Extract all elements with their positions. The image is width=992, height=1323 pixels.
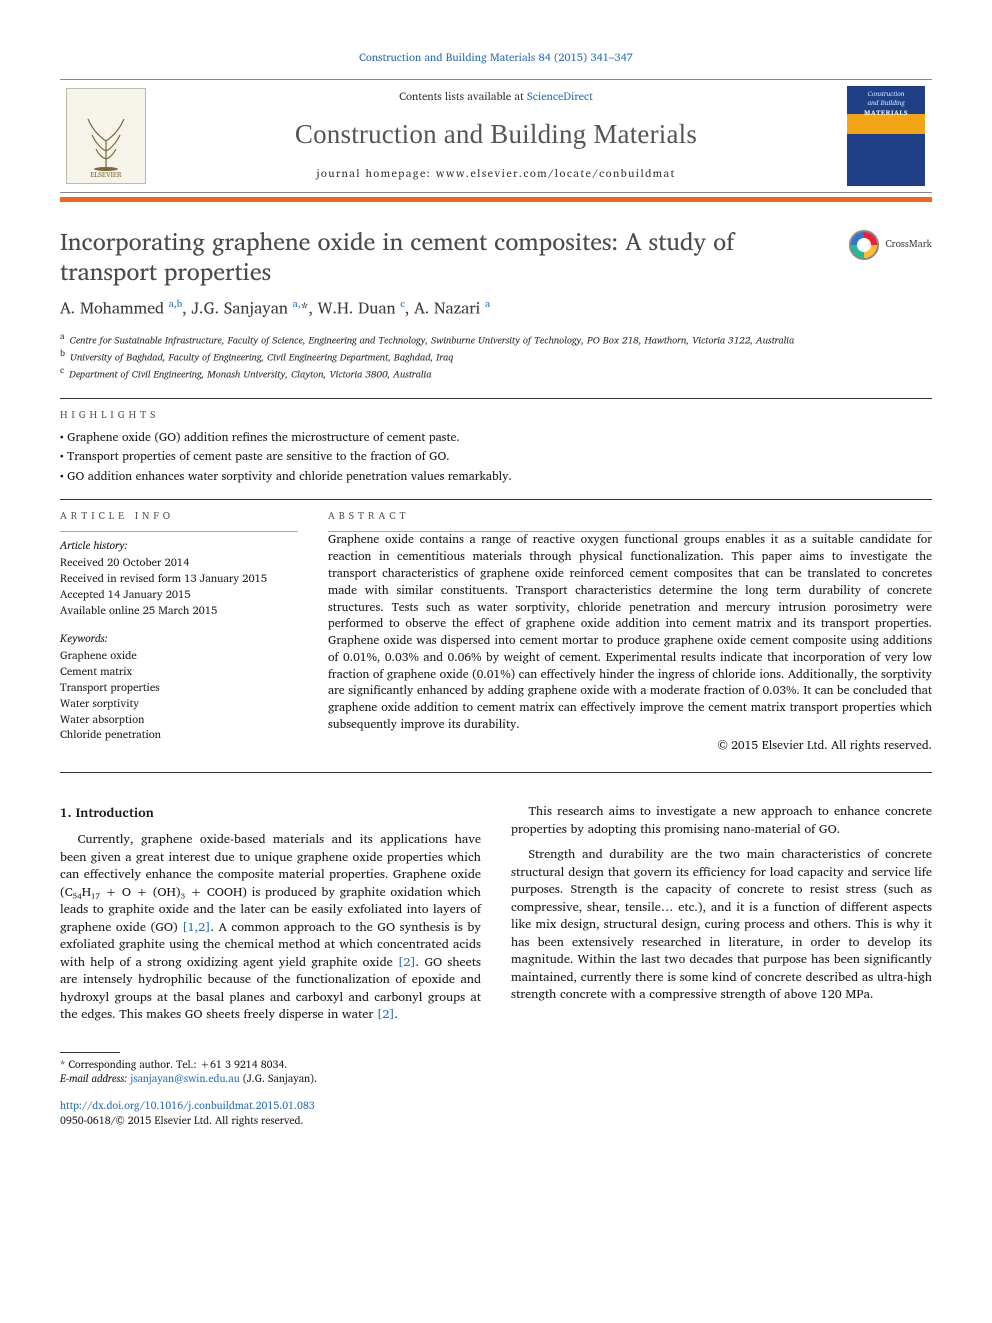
abstract-label: ABSTRACT [328, 510, 932, 524]
affiliations: a Centre for Sustainable Infrastructure,… [60, 330, 932, 382]
article-info-column: ARTICLE INFO Article history: Received 2… [60, 500, 298, 754]
footnote-rule [60, 1052, 120, 1053]
publisher-name: ELSEVIER [90, 171, 121, 180]
email-label: E-mail address: [60, 1069, 130, 1087]
article-head: CrossMark Incorporating graphene oxide i… [60, 226, 932, 382]
keywords-list: Graphene oxideCement matrixTransport pro… [60, 648, 298, 744]
sciencedirect-link[interactable]: ScienceDirect [527, 87, 593, 105]
highlight-item: Graphene oxide (GO) addition refines the… [60, 430, 932, 446]
author-list: A. Mohammed a,b, J.G. Sanjayan a,*, W.H.… [60, 298, 932, 320]
elsevier-logo: ELSEVIER [66, 88, 146, 184]
highlights-list: Graphene oxide (GO) addition refines the… [60, 430, 932, 485]
abstract-text: Graphene oxide contains a range of react… [328, 532, 932, 734]
intro-paragraph-1: Currently, graphene oxide-based material… [60, 831, 481, 1024]
journal-cover: Construction and Building MATERIALS [847, 86, 925, 186]
email-after: (J.G. Sanjayan). [240, 1069, 317, 1087]
affiliation-line: c Department of Civil Engineering, Monas… [60, 364, 932, 381]
history-head: Article history: [60, 538, 298, 553]
abstract-column: ABSTRACT Graphene oxide contains a range… [328, 500, 932, 754]
history-list: Received 20 October 2014Received in revi… [60, 555, 298, 619]
email-link[interactable]: jsanjayan@swin.edu.au [130, 1069, 239, 1087]
copyright-line: © 2015 Elsevier Ltd. All rights reserved… [328, 738, 932, 754]
footnotes: * Corresponding author. Tel.: +61 3 9214… [60, 1052, 461, 1086]
article-info-label: ARTICLE INFO [60, 510, 298, 524]
journal-homepage[interactable]: journal homepage: www.elsevier.com/locat… [160, 166, 832, 181]
text: . [395, 1004, 399, 1024]
publisher-logo-cell: ELSEVIER [60, 80, 152, 192]
crossmark-icon [849, 230, 879, 260]
keyword-item: Chloride penetration [60, 727, 298, 743]
body-columns: 1. Introduction Currently, graphene oxid… [60, 803, 932, 1024]
highlight-item: GO addition enhances water sorptivity an… [60, 469, 932, 485]
email-line: E-mail address: jsanjayan@swin.edu.au (J… [60, 1071, 461, 1086]
header-center: Contents lists available at ScienceDirec… [152, 80, 840, 192]
crossmark-label: CrossMark [885, 238, 932, 252]
crossmark-badge[interactable]: CrossMark [849, 230, 932, 260]
history-line: Available online 25 March 2015 [60, 603, 298, 619]
affiliation-line: b University of Baghdad, Faculty of Engi… [60, 347, 932, 364]
journal-title: Construction and Building Materials [160, 116, 832, 152]
intro-heading: 1. Introduction [60, 803, 481, 821]
rule [60, 772, 932, 773]
page-root: Construction and Building Materials 84 (… [0, 0, 992, 1168]
keywords-head: Keywords: [60, 631, 298, 646]
highlights-section: HIGHLIGHTS Graphene oxide (GO) addition … [60, 409, 932, 485]
highlights-label: HIGHLIGHTS [60, 409, 932, 423]
tree-icon [76, 111, 136, 171]
contents-prefix: Contents lists available at [399, 87, 527, 105]
intro-paragraph-3: Strength and durability are the two main… [511, 846, 932, 1004]
cover-line-3: MATERIALS [864, 109, 908, 118]
info-abstract-row: ARTICLE INFO Article history: Received 2… [60, 500, 932, 754]
highlight-item: Transport properties of cement paste are… [60, 449, 932, 465]
citation-link[interactable]: [2] [377, 1004, 395, 1024]
doi-block: http://dx.doi.org/10.1016/j.conbuildmat.… [60, 1098, 932, 1127]
intro-paragraph-2: This research aims to investigate a new … [511, 803, 932, 838]
running-citation: Construction and Building Materials 84 (… [60, 50, 932, 65]
affiliation-line: a Centre for Sustainable Infrastructure,… [60, 330, 932, 347]
journal-header: ELSEVIER Contents lists available at Sci… [60, 79, 932, 193]
article-title: Incorporating graphene oxide in cement c… [60, 226, 780, 286]
issn-line: 0950-0618/© 2015 Elsevier Ltd. All right… [60, 1111, 303, 1129]
accent-bar [60, 197, 932, 202]
rule [60, 398, 932, 399]
contents-available-line: Contents lists available at ScienceDirec… [160, 89, 832, 104]
journal-cover-cell: Construction and Building MATERIALS [840, 80, 932, 192]
rule [60, 531, 298, 532]
